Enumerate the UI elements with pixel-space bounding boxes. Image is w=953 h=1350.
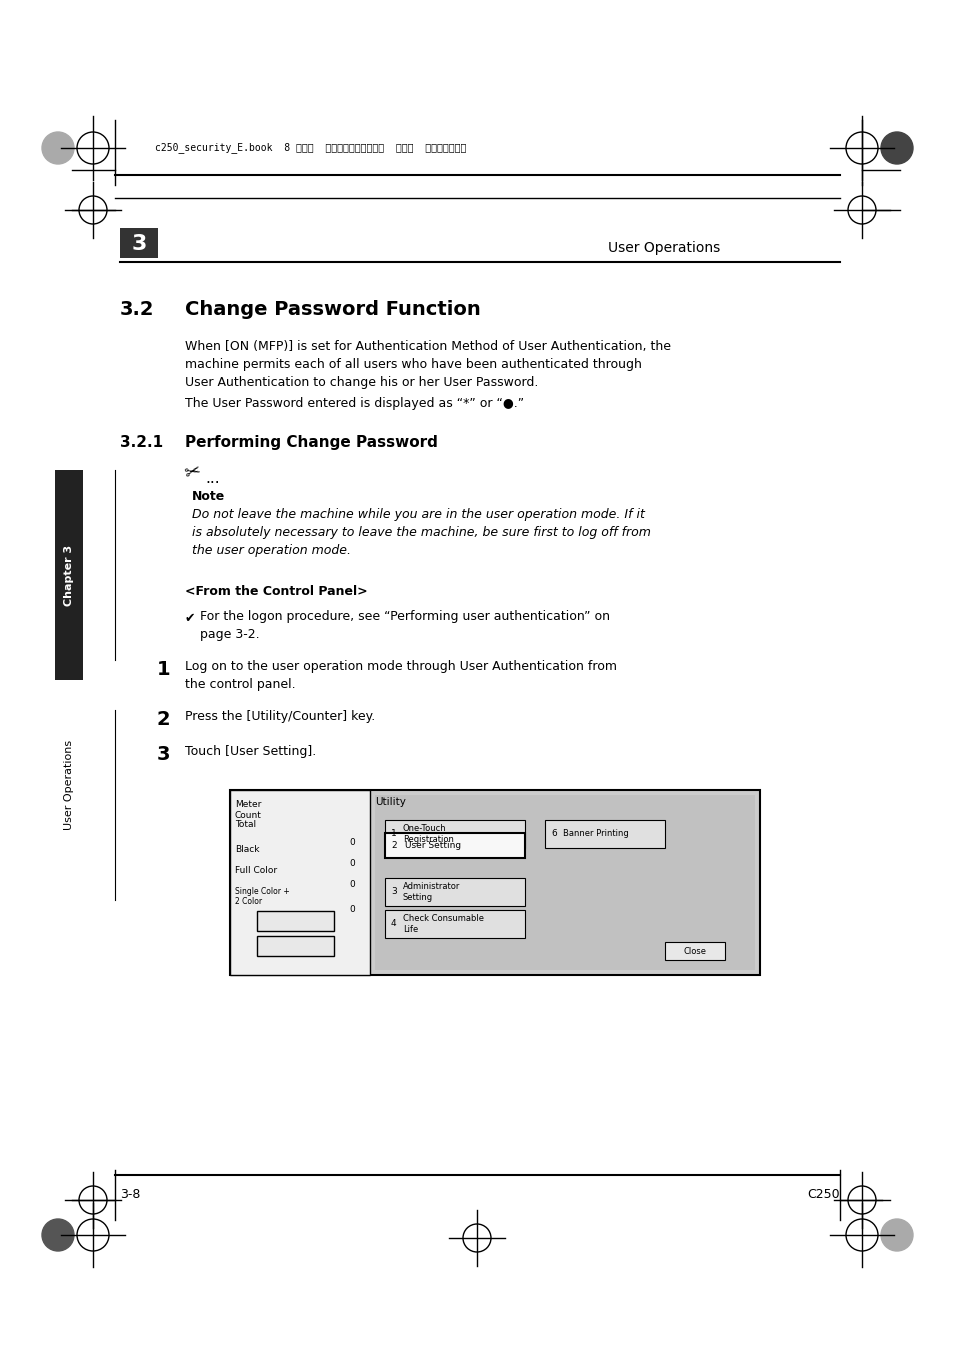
- Text: 4: 4: [391, 919, 396, 929]
- Circle shape: [880, 1219, 912, 1251]
- Bar: [544, 819, 664, 848]
- Text: ...: ...: [205, 471, 219, 486]
- Text: Close: Close: [682, 946, 706, 956]
- Text: 3.2: 3.2: [120, 300, 154, 319]
- Text: Full Color: Full Color: [234, 865, 276, 875]
- Text: Details: Details: [280, 917, 312, 925]
- Text: One-Touch
Registration: One-Touch Registration: [402, 825, 454, 844]
- Text: 3: 3: [391, 887, 396, 896]
- Text: When [ON (MFP)] is set for Authentication Method of User Authentication, the
mac: When [ON (MFP)] is set for Authenticatio…: [185, 340, 670, 389]
- Text: 0: 0: [349, 859, 355, 868]
- Text: 2: 2: [157, 710, 171, 729]
- Text: The User Password entered is displayed as “*” or “●.”: The User Password entered is displayed a…: [185, 397, 523, 410]
- Text: Single Color +
2 Color: Single Color + 2 Color: [234, 887, 290, 906]
- Text: Touch [User Setting].: Touch [User Setting].: [185, 745, 315, 757]
- Text: c250_security_E.book  8 ページ  ２００７年４月１１日  水曜日  午前１１時２分: c250_security_E.book 8 ページ ２００７年４月１１日 水曜…: [154, 143, 466, 154]
- Text: 3: 3: [132, 234, 147, 254]
- FancyBboxPatch shape: [256, 936, 334, 956]
- Bar: [385, 819, 524, 848]
- Bar: [664, 942, 724, 960]
- Text: 3.2.1: 3.2.1: [120, 435, 163, 450]
- Bar: [385, 878, 524, 906]
- Text: 3-8: 3-8: [120, 1188, 140, 1202]
- Text: Check Consumable
Life: Check Consumable Life: [402, 914, 483, 934]
- Bar: [385, 833, 524, 859]
- Text: 1: 1: [391, 829, 396, 838]
- Text: For the logon procedure, see “Performing user authentication” on
page 3-2.: For the logon procedure, see “Performing…: [200, 610, 609, 641]
- FancyBboxPatch shape: [55, 470, 83, 680]
- Bar: [230, 790, 370, 975]
- FancyBboxPatch shape: [120, 228, 158, 258]
- Text: ✂: ✂: [181, 460, 202, 483]
- Text: 1: 1: [157, 660, 171, 679]
- Text: C250: C250: [806, 1188, 840, 1202]
- Bar: [230, 790, 760, 975]
- Text: Exit: Exit: [287, 941, 304, 950]
- Text: 6: 6: [551, 829, 557, 838]
- Text: Utility: Utility: [375, 796, 405, 807]
- Text: Chapter 3: Chapter 3: [64, 544, 74, 606]
- Text: Banner Printing: Banner Printing: [562, 829, 628, 838]
- Text: ✔: ✔: [185, 612, 195, 625]
- Text: 3: 3: [157, 745, 171, 764]
- Text: Total: Total: [234, 819, 255, 829]
- Bar: [385, 910, 524, 938]
- Text: <From the Control Panel>: <From the Control Panel>: [185, 585, 367, 598]
- Text: 0: 0: [349, 880, 355, 890]
- Text: 0: 0: [349, 838, 355, 846]
- Text: Note: Note: [192, 490, 225, 504]
- Text: Performing Change Password: Performing Change Password: [185, 435, 437, 450]
- Text: Black: Black: [234, 845, 259, 855]
- Circle shape: [42, 132, 74, 163]
- Text: Press the [Utility/Counter] key.: Press the [Utility/Counter] key.: [185, 710, 375, 724]
- FancyBboxPatch shape: [256, 911, 334, 932]
- Circle shape: [42, 1219, 74, 1251]
- Text: User Setting: User Setting: [405, 841, 460, 849]
- FancyBboxPatch shape: [55, 701, 83, 869]
- Text: Meter
Count: Meter Count: [234, 801, 262, 819]
- Text: Do not leave the machine while you are in the user operation mode. If it
is abso: Do not leave the machine while you are i…: [192, 508, 650, 558]
- Text: 0: 0: [349, 904, 355, 914]
- Circle shape: [880, 132, 912, 163]
- Text: Change Password Function: Change Password Function: [185, 300, 480, 319]
- Bar: [375, 795, 754, 971]
- Text: Administrator
Setting: Administrator Setting: [402, 883, 460, 902]
- Text: User Operations: User Operations: [607, 242, 720, 255]
- Text: 2: 2: [391, 841, 396, 849]
- Text: User Operations: User Operations: [64, 740, 74, 830]
- Text: Log on to the user operation mode through User Authentication from
the control p: Log on to the user operation mode throug…: [185, 660, 617, 691]
